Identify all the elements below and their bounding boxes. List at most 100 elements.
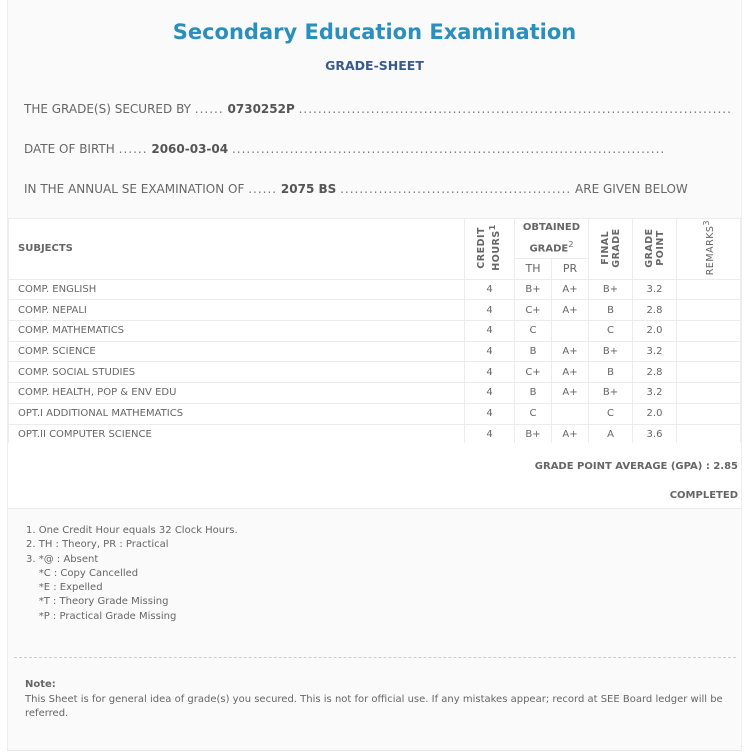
header-th: TH (514, 258, 552, 280)
table-row: OPT.I ADDITIONAL MATHEMATICS 4 C C 2.0 (8, 402, 741, 425)
cell-credit: 4 (464, 423, 515, 446)
cell-point: 3.6 (632, 423, 677, 446)
cell-final: B+ (588, 382, 633, 404)
cell-credit: 4 (464, 382, 515, 404)
cell-credit: 4 (464, 299, 515, 322)
cell-final: C (588, 320, 633, 342)
cell-th: C+ (514, 361, 552, 384)
info-label: IN THE ANNUAL SE EXAMINATION OF (24, 182, 245, 196)
footnote: 1. One Credit Hour equals 32 Clock Hours… (26, 525, 238, 536)
cell-pr: A+ (551, 361, 589, 384)
header-grade-point: GRADE POINT (632, 218, 677, 280)
cell-remarks (676, 402, 741, 425)
cell-point: 3.2 (632, 340, 677, 363)
grade-sheet: Secondary Education Examination GRADE-SH… (7, 0, 742, 751)
cell-subject: COMP. SOCIAL STUDIES (8, 361, 465, 384)
footnote: 2. TH : Theory, PR : Practical (26, 539, 169, 551)
cell-subject: OPT.II COMPUTER SCIENCE (8, 423, 465, 446)
cell-credit: 4 (464, 340, 515, 363)
cell-remarks (676, 340, 741, 363)
cell-point: 2.0 (632, 402, 677, 425)
cell-final: A (588, 423, 633, 446)
cell-final: B+ (588, 278, 633, 301)
info-label: DATE OF BIRTH (24, 142, 115, 156)
cell-remarks (676, 320, 741, 342)
summary: GRADE POINT AVERAGE (GPA) : 2.85 COMPLET… (8, 443, 741, 509)
info-line: DATE OF BIRTH ...... 2060-03-04 ........… (24, 142, 666, 156)
cell-pr (551, 320, 589, 342)
header-remarks: REMARKS3 (676, 218, 741, 280)
cell-pr: A+ (551, 340, 589, 363)
gpa-value: GRADE POINT AVERAGE (GPA) : 2.85 (534, 461, 738, 472)
cell-final: B (588, 361, 633, 384)
cell-subject: COMP. NEPALI (8, 299, 465, 322)
footnote: *C : Copy Cancelled (26, 567, 139, 579)
cell-remarks (676, 423, 741, 446)
footnote: *P : Practical Grade Missing (26, 610, 177, 622)
cell-remarks (676, 278, 741, 301)
cell-th: B (514, 340, 552, 363)
cell-final: B+ (588, 340, 633, 363)
cell-credit: 4 (464, 402, 515, 425)
note-title: Note: (25, 679, 56, 690)
cell-point: 2.0 (632, 320, 677, 342)
header-subjects: SUBJECTS (8, 218, 465, 280)
cell-pr (551, 402, 589, 425)
page-subtitle: GRADE-SHEET (325, 58, 424, 73)
cell-subject: COMP. MATHEMATICS (8, 320, 465, 342)
grades-table: SUBJECTS CREDIT HOURS1 OBTAINED GRADE2 F… (8, 218, 741, 446)
page-title: Secondary Education Examination (172, 20, 577, 44)
cell-final: C (588, 402, 633, 425)
cell-pr: A+ (551, 299, 589, 322)
cell-th: C+ (514, 299, 552, 322)
cell-credit: 4 (464, 278, 515, 301)
table-row: OPT.II COMPUTER SCIENCE 4 B+ A+ A 3.6 (8, 423, 741, 446)
cell-remarks (676, 299, 741, 322)
info-value: 0730252P (227, 102, 295, 116)
info-value: 2060-03-04 (151, 142, 229, 156)
table-row: COMP. ENGLISH 4 B+ A+ B+ 3.2 (8, 278, 741, 301)
header-final-grade: FINAL GRADE (588, 218, 633, 280)
cell-th: B+ (514, 423, 552, 446)
cell-credit: 4 (464, 320, 515, 342)
cell-point: 2.8 (632, 299, 677, 322)
cell-subject: COMP. SCIENCE (8, 340, 465, 363)
footnote: *E : Expelled (26, 582, 103, 594)
cell-point: 2.8 (632, 361, 677, 384)
note: Note: This Sheet is for general idea of … (25, 678, 725, 722)
info-value: 2075 BS (280, 182, 337, 196)
note-text: This Sheet is for general idea of grade(… (25, 693, 723, 720)
divider (14, 657, 736, 658)
cell-subject: OPT.I ADDITIONAL MATHEMATICS (8, 402, 465, 425)
table-row: COMP. SOCIAL STUDIES 4 C+ A+ B 2.8 (8, 361, 741, 384)
header-pr: PR (551, 258, 589, 280)
cell-credit: 4 (464, 361, 515, 384)
cell-pr: A+ (551, 382, 589, 404)
footnote: *T : Theory Grade Missing (26, 596, 169, 608)
info-line: THE GRADE(S) SECURED BY ...... 0730252P … (24, 102, 732, 116)
info-suffix: ARE GIVEN BELOW (575, 182, 688, 196)
result-status: COMPLETED (669, 490, 738, 501)
cell-point: 3.2 (632, 278, 677, 301)
table-row: COMP. SCIENCE 4 B A+ B+ 3.2 (8, 340, 741, 363)
cell-remarks (676, 361, 741, 384)
cell-pr: A+ (551, 278, 589, 301)
cell-th: C (514, 402, 552, 425)
table-row: COMP. MATHEMATICS 4 C C 2.0 (8, 320, 741, 342)
table-row: COMP. NEPALI 4 C+ A+ B 2.8 (8, 299, 741, 322)
header-credit-hours: CREDIT HOURS1 (464, 218, 515, 280)
cell-th: B (514, 382, 552, 404)
cell-subject: COMP. ENGLISH (8, 278, 465, 301)
header-obtained-grade: OBTAINED GRADE2 (514, 218, 589, 259)
cell-point: 3.2 (632, 382, 677, 404)
cell-th: B+ (514, 278, 552, 301)
footnote: 3. *@ : Absent (26, 553, 99, 565)
cell-final: B (588, 299, 633, 322)
cell-pr: A+ (551, 423, 589, 446)
cell-remarks (676, 382, 741, 404)
info-label: THE GRADE(S) SECURED BY (24, 102, 191, 116)
footnotes: 1. One Credit Hour equals 32 Clock Hours… (26, 524, 238, 624)
cell-th: C (514, 320, 552, 342)
cell-subject: COMP. HEALTH, POP & ENV EDU (8, 382, 465, 404)
table-row: COMP. HEALTH, POP & ENV EDU 4 B A+ B+ 3.2 (8, 382, 741, 404)
